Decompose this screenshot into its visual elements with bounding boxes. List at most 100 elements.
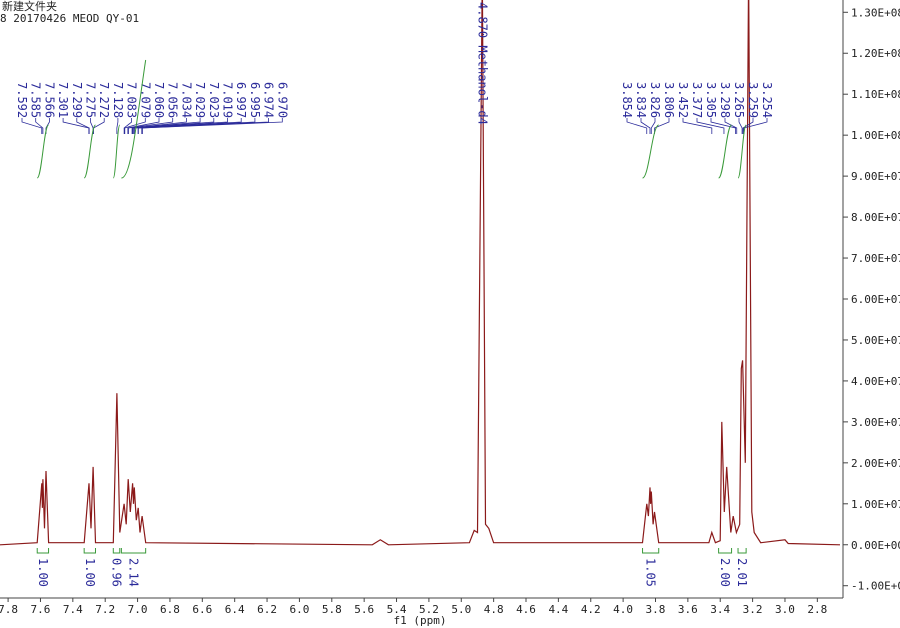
peak-leader (134, 118, 228, 134)
peak-label: 3.854 (620, 82, 634, 118)
peak-label: 6.995 (248, 82, 262, 118)
x-tick-label: 2.8 (807, 603, 827, 616)
peak-label: 3.298 (718, 82, 732, 118)
integral-bracket (83, 548, 96, 554)
peak-label: 7.079 (138, 82, 152, 118)
peak-label: 7.299 (70, 82, 84, 118)
x-tick-label: 4.2 (581, 603, 601, 616)
x-tick-label: 3.0 (775, 603, 795, 616)
x-tick-label: 7.2 (95, 603, 115, 616)
y-tick-label: -1.00E+07 (851, 580, 900, 593)
peak-label: 3.834 (634, 82, 648, 118)
x-tick-label: 5.4 (387, 603, 407, 616)
integral-curve (121, 59, 147, 179)
x-tick-label: 3.2 (743, 603, 763, 616)
y-tick-label: 5.00E+07 (851, 334, 900, 347)
x-tick-label: 4.6 (516, 603, 536, 616)
integral-curve (36, 124, 50, 179)
x-tick-label: 5.2 (419, 603, 439, 616)
y-tick-label: 1.30E+08 (851, 6, 900, 19)
peak-leader (650, 118, 656, 134)
peak-leader (682, 118, 713, 134)
peak-label: 7.592 (15, 82, 29, 118)
y-tick-label: 3.00E+07 (851, 416, 900, 429)
y-tick-label: 1.20E+08 (851, 47, 900, 60)
y-tick-label: 4.00E+07 (851, 375, 900, 388)
x-tick-label: 7.4 (63, 603, 83, 616)
peak-leader (738, 118, 743, 134)
x-tick-label: 7.0 (128, 603, 148, 616)
integral-label: 2.01 (735, 558, 749, 587)
peak-label: 7.083 (125, 82, 139, 118)
x-tick-label: 5.6 (354, 603, 374, 616)
peak-leader (626, 118, 648, 134)
peak-leader (127, 118, 160, 134)
peak-label: 7.023 (207, 82, 221, 118)
integral-bracket (120, 548, 147, 554)
peak-label: 6.974 (262, 82, 276, 118)
peak-leader (137, 118, 256, 134)
x-axis-label: f1 (ppm) (394, 614, 447, 627)
y-tick-label: 1.00E+07 (851, 498, 900, 511)
peak-label: 3.377 (690, 82, 704, 118)
x-tick-label: 7.6 (31, 603, 51, 616)
integral-bracket (737, 548, 747, 554)
solvent-label: 4.870 Methanol-d4 (475, 2, 489, 125)
peak-leader (640, 118, 651, 134)
peak-label: 7.272 (97, 82, 111, 118)
peak-label: 7.585 (29, 82, 43, 118)
peak-leader (21, 118, 43, 134)
integral-label: 2.14 (127, 558, 141, 587)
y-tick-label: 9.00E+07 (851, 170, 900, 183)
integral-bracket (718, 548, 733, 554)
peak-label: 7.029 (193, 82, 207, 118)
x-tick-label: 5.8 (322, 603, 342, 616)
peak-label: 7.019 (221, 82, 235, 118)
peak-label: 7.275 (84, 82, 98, 118)
x-tick-label: 5.0 (451, 603, 471, 616)
peak-label: 7.301 (56, 82, 70, 118)
y-tick-label: 8.00E+07 (851, 211, 900, 224)
x-tick-label: 6.2 (257, 603, 277, 616)
integral-curve (737, 124, 747, 179)
x-tick-label: 3.4 (710, 603, 730, 616)
peak-label: 7.128 (111, 82, 125, 118)
y-tick-label: 6.00E+07 (851, 293, 900, 306)
y-tick-label: 0.00E+00 (851, 539, 900, 552)
peak-leader (124, 118, 146, 134)
peak-leader (76, 118, 90, 134)
peak-leader (35, 118, 44, 134)
peak-leader (116, 118, 119, 134)
integral-bracket (112, 548, 121, 554)
integral-curve (112, 124, 121, 179)
peak-leader (131, 118, 187, 134)
integral-label: 0.96 (110, 558, 124, 587)
integral-label: 1.05 (644, 558, 658, 587)
peak-label: 6.997 (234, 82, 248, 118)
x-tick-label: 6.6 (192, 603, 212, 616)
integral-curve (718, 124, 733, 179)
peak-leader (696, 118, 725, 134)
peak-label: 3.254 (760, 82, 774, 118)
peak-label: 3.259 (746, 82, 760, 118)
x-tick-label: 6.8 (160, 603, 180, 616)
peak-leader (128, 118, 174, 134)
y-tick-label: 1.10E+08 (851, 88, 900, 101)
y-tick-label: 2.00E+07 (851, 457, 900, 470)
peak-label: 6.970 (275, 82, 289, 118)
spectrum-line (0, 0, 841, 546)
peak-leader (742, 118, 754, 134)
peak-leader (743, 118, 768, 134)
y-tick-label: 7.00E+07 (851, 252, 900, 265)
x-tick-label: 6.0 (289, 603, 309, 616)
integral-bracket (36, 548, 50, 554)
peak-label: 7.034 (179, 82, 193, 118)
x-tick-label: 6.4 (225, 603, 245, 616)
peak-label: 7.056 (166, 82, 180, 118)
peak-label: 3.305 (704, 82, 718, 118)
peak-leader (142, 118, 283, 134)
x-tick-label: 3.8 (646, 603, 666, 616)
plot-area (0, 0, 841, 546)
integral-label: 2.00 (718, 558, 732, 587)
